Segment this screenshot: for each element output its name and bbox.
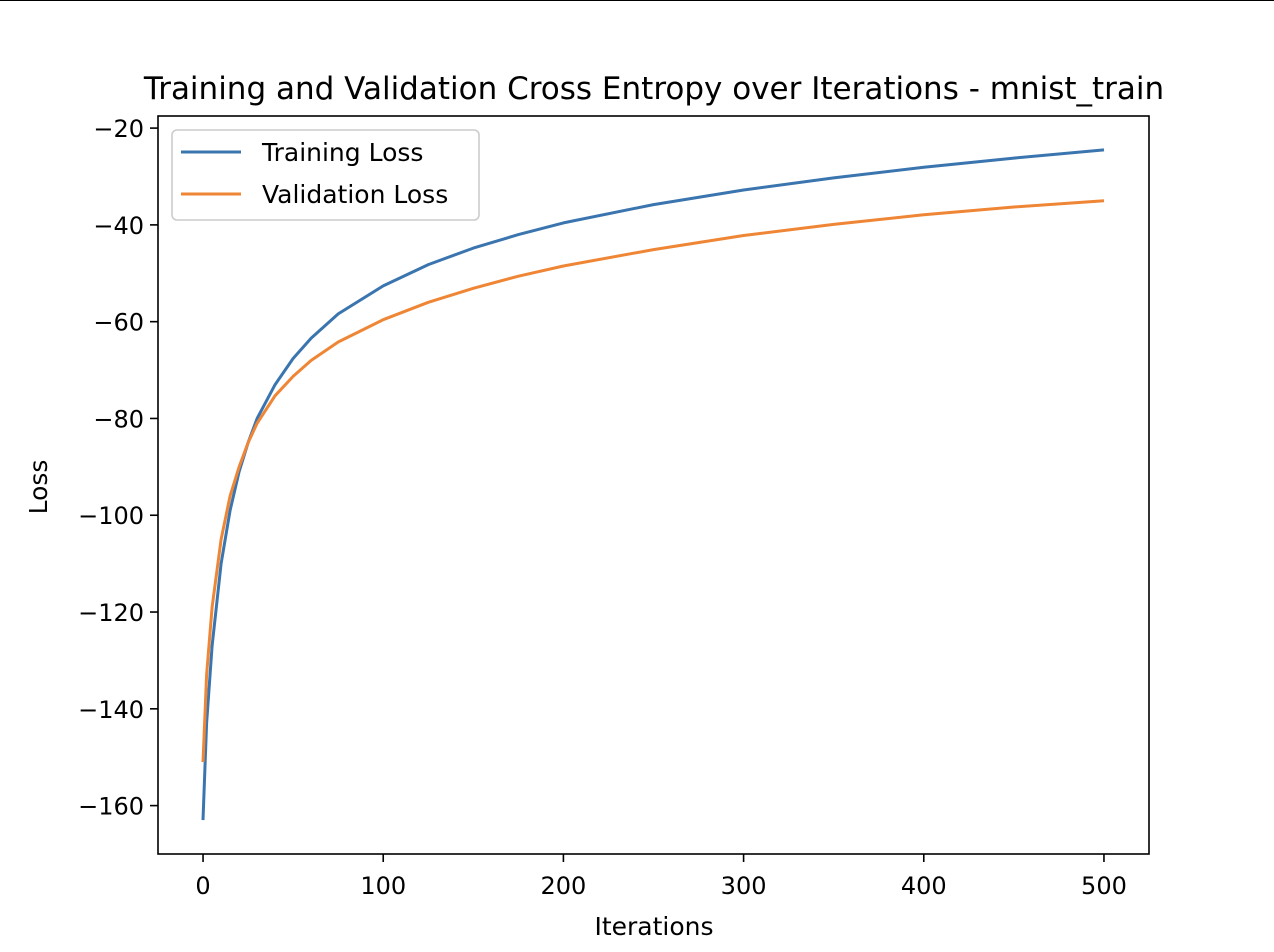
x-tick-label: 200 [541,872,587,900]
y-tick-label: −120 [78,599,144,627]
x-tick-label: 100 [360,872,406,900]
y-tick-label: −60 [93,309,144,337]
y-tick-label: −80 [93,405,144,433]
plot-lines [201,148,1105,821]
legend-box [171,129,480,221]
legend-label-validation: Validation Loss [262,180,448,209]
y-tick-label: −20 [93,115,144,143]
x-axis-label: Iterations [594,912,713,941]
y-axis-label: Loss [24,460,53,515]
x-tick-label: 500 [1081,872,1127,900]
plot-frame [157,115,1150,855]
x-axis-ticks: 0 100 200 300 400 500 [195,854,1127,900]
y-axis-ticks: −20 −40 −60 −80 −100 −120 −140 −160 [78,115,158,821]
y-tick-label: −140 [78,696,144,724]
legend: Training Loss Validation Loss [171,129,480,221]
chart-title: Training and Validation Cross Entropy ov… [143,71,1164,107]
y-tick-label: −100 [78,502,144,530]
legend-label-training: Training Loss [261,138,423,167]
x-tick-label: 400 [901,872,947,900]
x-tick-label: 0 [195,872,210,900]
series-line-training-loss [201,148,1105,821]
x-tick-label: 300 [721,872,767,900]
series-line-validation-loss [201,199,1105,763]
y-tick-label: −40 [93,212,144,240]
y-tick-label: −160 [78,793,144,821]
top-border-line [0,0,1274,1]
